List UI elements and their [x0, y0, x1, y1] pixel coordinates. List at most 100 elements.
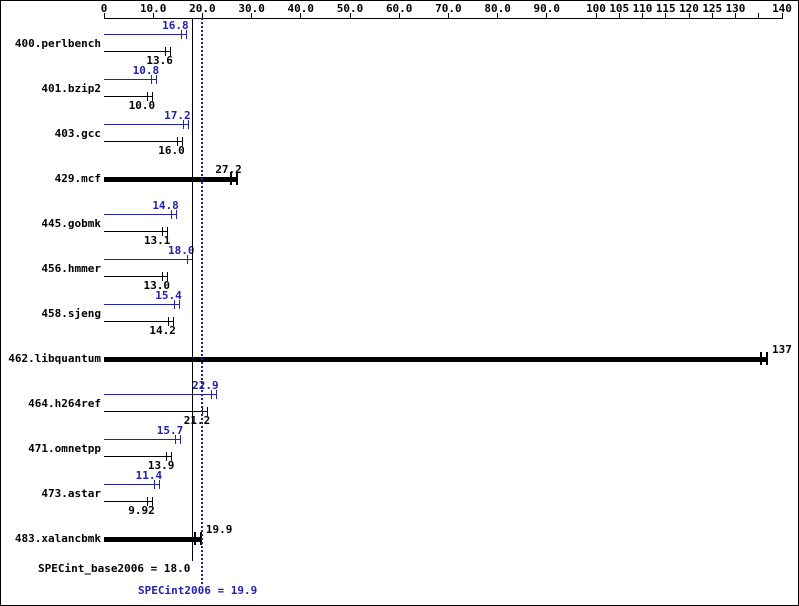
axis-tick [447, 13, 449, 18]
peak-end-tick [215, 390, 217, 399]
peak-value-label: 15.4 [155, 289, 182, 302]
base-value-label: 14.2 [149, 324, 176, 337]
base-bar [104, 276, 168, 277]
single-bar-run-tick [229, 172, 232, 185]
axis-tick [398, 13, 400, 18]
peak-bar [104, 34, 187, 35]
base-end-tick [172, 317, 174, 326]
peak-bar [104, 394, 217, 395]
axis-tick [618, 13, 620, 18]
axis-tick [781, 13, 783, 18]
base-end-tick [166, 272, 168, 281]
axis-tick [546, 13, 548, 18]
single-bar-end-tick [235, 172, 238, 185]
base-value-label: 16.0 [158, 144, 185, 157]
base-run-tick [146, 497, 148, 506]
axis-tick [595, 13, 597, 18]
peak-end-tick [180, 435, 182, 444]
base-mean-line [192, 18, 194, 561]
base-bar [104, 321, 174, 322]
base-value-label: 9.92 [128, 504, 155, 517]
peak-mean-line [200, 18, 203, 584]
benchmark-label: 462.libquantum [8, 352, 101, 365]
base-end-tick [167, 227, 169, 236]
base-end-tick [207, 407, 209, 416]
peak-run-tick [186, 255, 188, 264]
axis-tick-label: 80.0 [484, 2, 511, 15]
axis-tick [251, 13, 253, 18]
benchmark-label: 403.gcc [54, 127, 101, 140]
peak-bar [104, 304, 180, 305]
benchmark-label: 401.bzip2 [41, 82, 101, 95]
peak-end-tick [156, 75, 158, 84]
benchmark-label: 429.mcf [54, 172, 101, 185]
single-bar [104, 357, 769, 362]
benchmark-label: 456.hmmer [41, 262, 101, 275]
single-value-label: 27.2 [215, 163, 242, 176]
base-bar [104, 231, 169, 232]
benchmark-label: 458.sjeng [41, 307, 101, 320]
peak-value-label: 17.2 [164, 109, 191, 122]
axis-tick-label: 125 [702, 2, 723, 15]
axis-tick-label: 50.0 [336, 2, 364, 15]
base-value-label: 21.2 [183, 414, 211, 427]
base-run-tick [162, 227, 164, 236]
peak-run-tick [210, 390, 212, 399]
base-end-tick [152, 92, 154, 101]
axis-tick-label: 10.0 [139, 2, 167, 15]
peak-end-tick [187, 120, 189, 129]
peak-bar [104, 259, 193, 260]
axis-tick [349, 13, 351, 18]
axis-tick [688, 13, 690, 18]
axis-tick-label: 110 [632, 2, 653, 15]
single-value-label: 137 [772, 343, 792, 356]
peak-value-label: 14.8 [152, 199, 179, 212]
base-end-tick [169, 47, 171, 56]
peak-end-tick [185, 30, 187, 39]
peak-value-label: 16.8 [162, 19, 189, 32]
benchmark-label: 445.gobmk [41, 217, 101, 230]
axis-tick-label: 70.0 [435, 2, 462, 15]
base-end-tick [151, 497, 153, 506]
axis-tick [642, 13, 643, 18]
peak-end-tick [159, 480, 161, 489]
peak-run-tick [170, 210, 172, 219]
base-run-tick [166, 452, 168, 461]
peak-run-tick [180, 30, 182, 39]
single-bar-end-tick [766, 352, 769, 365]
peak-bar [104, 214, 177, 215]
benchmark-label: 464.h264ref [28, 397, 101, 410]
base-bar [104, 51, 171, 52]
axis-tick-label: 40.0 [287, 2, 315, 15]
axis-tick-label: 120 [679, 2, 699, 15]
base-value-label: 13.6 [146, 54, 173, 67]
base-run-tick [167, 317, 169, 326]
axis-tick [665, 13, 667, 18]
base-end-tick [181, 137, 183, 146]
peak-value-label: 18.0 [168, 244, 195, 257]
base-value-label: 10.0 [128, 99, 156, 112]
axis-tick [711, 13, 713, 18]
base-summary-text: SPECint_base2006 = 18.0 [38, 562, 191, 575]
base-run-tick [164, 47, 166, 56]
axis-tick-label: 115 [655, 2, 676, 15]
peak-value-label: 11.4 [135, 469, 163, 482]
peak-end-tick [175, 210, 177, 219]
base-run-tick [176, 137, 178, 146]
peak-bar [104, 124, 189, 125]
base-bar [104, 96, 154, 97]
peak-value-label: 22.9 [192, 379, 219, 392]
base-bar [104, 411, 209, 412]
axis-tick-label: 30.0 [238, 2, 265, 15]
benchmark-label: 473.astar [41, 487, 101, 500]
base-value-label: 13.9 [147, 459, 175, 472]
peak-bar [104, 439, 182, 440]
single-bar-run-tick [760, 352, 763, 365]
axis-tick [735, 13, 736, 18]
peak-end-tick [178, 300, 180, 309]
axis-tick [152, 13, 154, 18]
peak-value-label: 15.7 [156, 424, 184, 437]
peak-run-tick [175, 435, 177, 444]
benchmark-label: 400.perlbench [14, 37, 101, 50]
